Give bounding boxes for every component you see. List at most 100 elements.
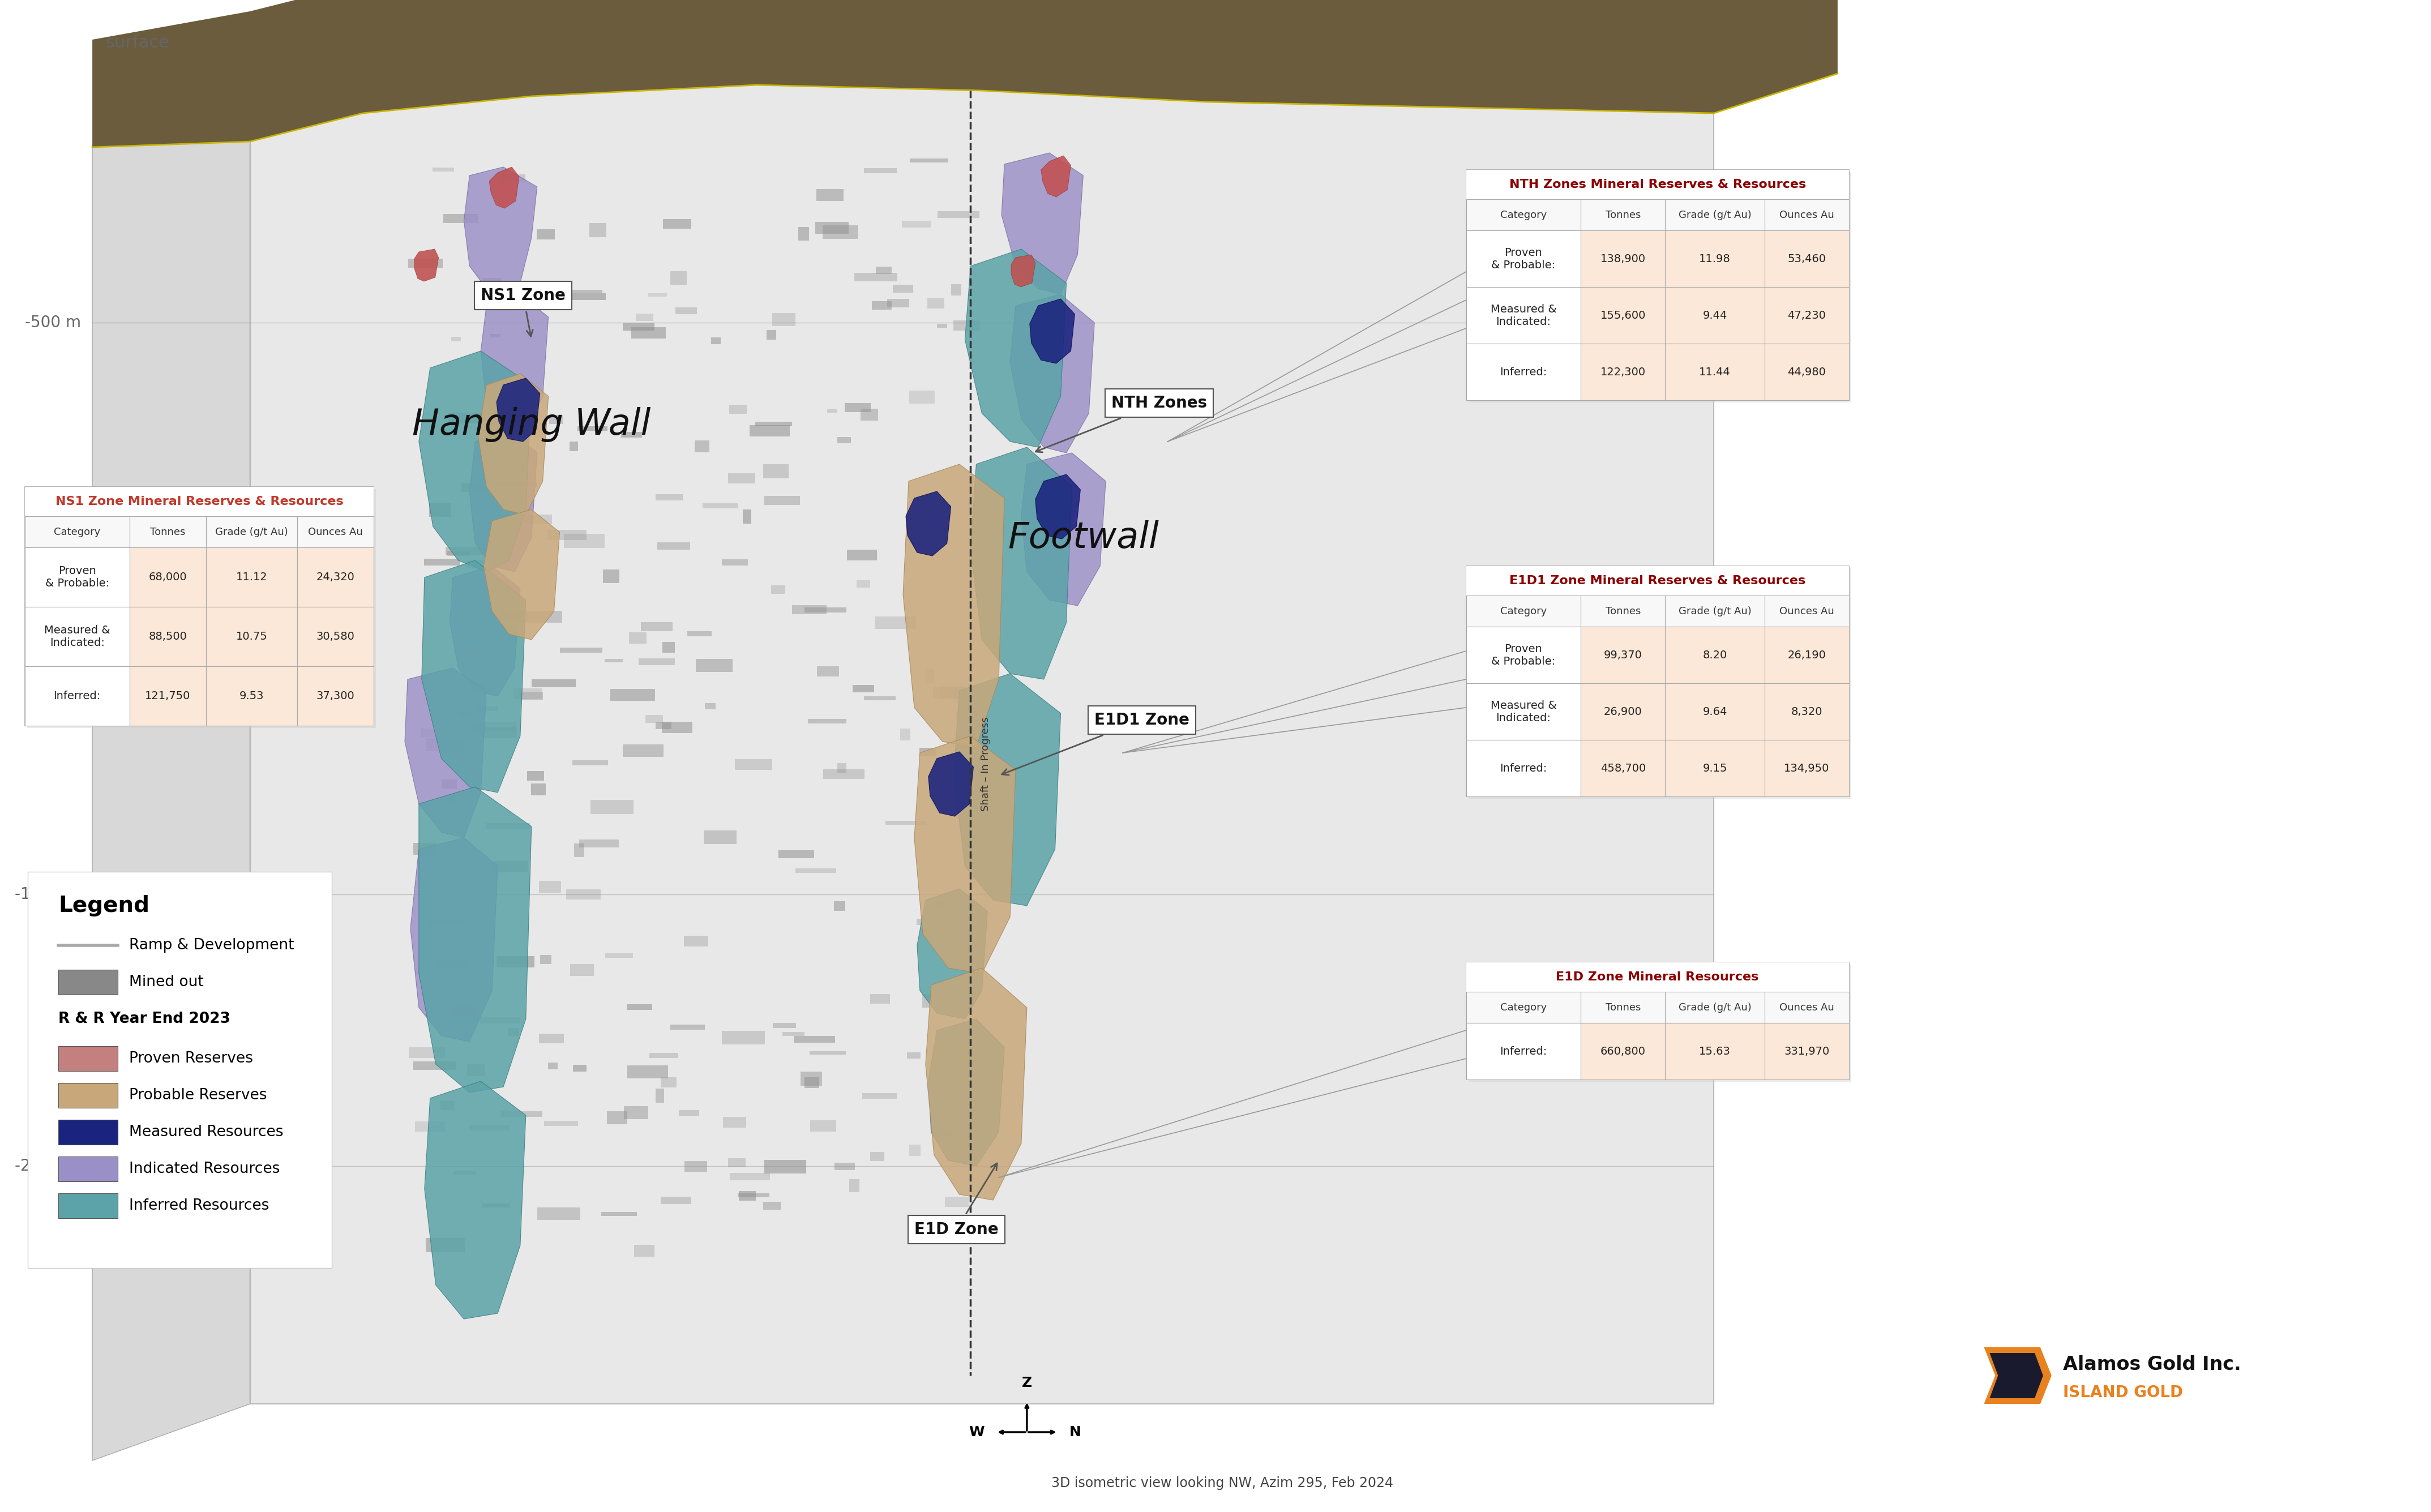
Bar [853,274,897,281]
Bar [834,1163,856,1170]
Text: 458,700: 458,700 [1600,762,1646,774]
Polygon shape [907,491,951,556]
FancyBboxPatch shape [207,667,297,726]
Text: 10.75: 10.75 [236,631,267,643]
Text: -1500 m: -1500 m [15,886,80,903]
FancyBboxPatch shape [207,606,297,667]
Text: N: N [1070,1426,1082,1439]
Bar [771,585,785,594]
FancyBboxPatch shape [1466,565,1850,596]
Polygon shape [902,464,1004,747]
Text: 122,300: 122,300 [1600,366,1646,378]
Bar [540,956,552,965]
Bar [861,408,878,420]
Bar [839,764,846,773]
Bar [763,496,800,505]
Bar [656,1089,664,1102]
Text: ISLAND GOLD: ISLAND GOLD [2064,1385,2183,1400]
Text: 8,320: 8,320 [1792,706,1823,717]
Polygon shape [970,448,1072,679]
Bar [870,1152,885,1161]
Text: Proven
& Probable:: Proven & Probable: [1493,643,1556,667]
Polygon shape [489,166,520,209]
Text: Z: Z [1021,1376,1033,1390]
Bar [537,1207,581,1220]
Bar [569,293,605,299]
Bar [907,1052,921,1058]
FancyBboxPatch shape [1665,1024,1765,1080]
Polygon shape [1009,295,1094,454]
Polygon shape [1989,1353,2042,1399]
Text: -500 m: -500 m [24,314,80,331]
Bar [620,432,642,437]
Text: 99,370: 99,370 [1604,650,1643,661]
Text: Inferred:: Inferred: [1500,366,1546,378]
Bar [425,1238,464,1252]
Bar [491,334,501,337]
Bar [664,643,676,653]
Bar [408,1046,445,1058]
FancyBboxPatch shape [1665,343,1765,401]
Bar [656,494,683,500]
Bar [634,313,654,321]
Bar [545,1120,579,1126]
Bar [450,413,486,423]
Text: Ounces Au: Ounces Au [309,526,362,537]
Bar [610,689,654,702]
Bar [501,1111,542,1117]
Bar [678,1110,700,1116]
Bar [649,293,666,296]
Bar [481,1018,520,1024]
Bar [564,534,605,547]
FancyBboxPatch shape [1665,200,1765,230]
Polygon shape [450,565,520,697]
Bar [676,307,698,314]
Text: 11.98: 11.98 [1699,254,1731,265]
Bar [430,503,450,517]
Bar [447,797,457,804]
Bar [540,1034,564,1043]
Text: Ounces Au: Ounces Au [1779,606,1833,617]
Text: 11.12: 11.12 [236,572,267,582]
Bar [739,1191,756,1201]
Bar [695,659,732,673]
Bar [58,969,117,995]
FancyBboxPatch shape [1765,200,1850,230]
Bar [729,405,746,414]
Bar [493,860,528,872]
FancyBboxPatch shape [207,516,297,547]
Bar [722,1031,766,1045]
Bar [800,1072,822,1086]
FancyBboxPatch shape [1765,683,1850,739]
Polygon shape [1984,1347,2052,1403]
Bar [656,543,690,549]
Bar [603,570,620,584]
Bar [729,1173,771,1181]
Bar [476,706,498,711]
Text: Category: Category [1500,606,1546,617]
FancyBboxPatch shape [1466,200,1580,230]
Bar [537,230,554,239]
Text: NTH Zones Mineral Reserves & Resources: NTH Zones Mineral Reserves & Resources [1510,178,1806,191]
Bar [413,844,435,854]
Bar [450,1005,474,1018]
Bar [797,227,810,240]
Bar [549,414,562,423]
Text: surface: surface [105,35,170,51]
Text: Probable Reserves: Probable Reserves [129,1089,267,1102]
FancyBboxPatch shape [1665,626,1765,683]
Bar [540,881,562,892]
Bar [481,1204,511,1207]
Bar [455,1170,476,1175]
Bar [408,259,442,268]
FancyBboxPatch shape [1466,169,1850,401]
Text: 138,900: 138,900 [1600,254,1646,265]
Bar [469,1125,511,1131]
Bar [447,550,472,556]
Polygon shape [425,1081,525,1318]
Bar [953,321,980,331]
Text: Grade (g/t Au): Grade (g/t Au) [1677,606,1750,617]
Text: 3D isometric view looking NW, Azim 295, Feb 2024: 3D isometric view looking NW, Azim 295, … [1050,1476,1393,1489]
Bar [916,918,958,925]
FancyBboxPatch shape [24,667,129,726]
